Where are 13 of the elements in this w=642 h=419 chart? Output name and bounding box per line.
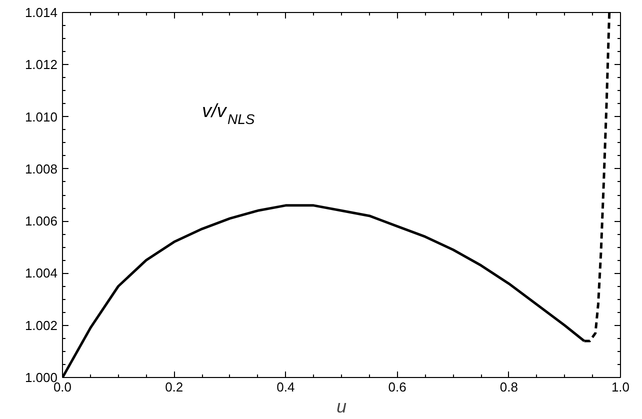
x-tick-label: 0.4 [276,380,295,394]
x-tick-label: 0.6 [388,380,406,394]
y-tick-label: 1.008 [24,161,58,176]
y-tick-label: 1.010 [24,109,58,124]
y-tick-label: 1.004 [24,266,58,281]
x-tick-label: 0.2 [165,380,184,394]
x-axis-title: u [336,396,347,416]
x-tick-label: 1.0 [611,380,630,394]
y-tick-label: 1.006 [24,214,58,229]
y-tick-label: 1.012 [24,57,58,72]
y-tick-label: 1.014 [24,5,58,20]
y-tick-label: 1.002 [24,318,58,333]
x-tick-label: 0.8 [500,380,518,394]
